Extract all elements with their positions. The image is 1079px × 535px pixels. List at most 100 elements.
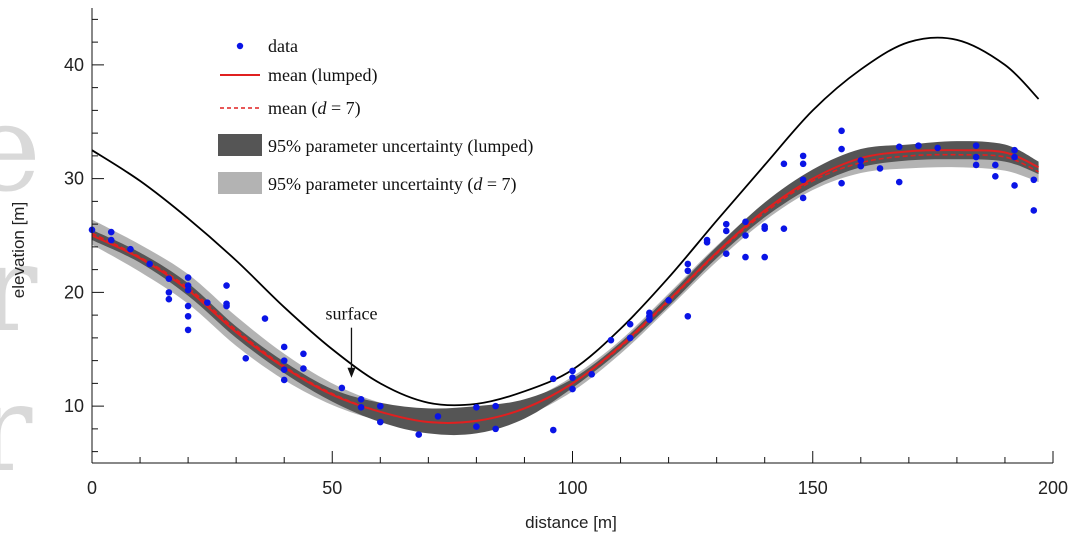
chart-lines [91, 36, 1040, 424]
data-point [127, 245, 134, 253]
data-point [569, 374, 576, 381]
data-point [300, 350, 307, 358]
annotation-label: surface [325, 304, 377, 324]
data-point [280, 376, 288, 384]
legend-label-data: data [268, 36, 298, 56]
data-point [761, 225, 768, 232]
data-point [280, 357, 288, 364]
data-point [838, 179, 845, 187]
data-point [204, 299, 211, 306]
data-point [165, 289, 173, 296]
data-point [992, 161, 999, 169]
watermark-glyph: e [0, 80, 41, 219]
y-tick-label: 10 [64, 396, 84, 416]
mean-lumped-line [91, 149, 1040, 424]
data-point [915, 142, 922, 149]
data-point [146, 260, 153, 268]
data-point [184, 326, 192, 334]
data-point [742, 232, 749, 239]
data-point [184, 312, 192, 320]
legend-patch-band-lumped [218, 134, 262, 156]
data-point [799, 152, 807, 160]
legend-label-band-lumped: 95% parameter uncertainty (lumped) [268, 136, 533, 157]
y-tick-label: 20 [64, 282, 84, 302]
y-tick-label: 40 [64, 55, 84, 75]
data-point [895, 143, 903, 151]
data-point [838, 127, 845, 135]
data-point [972, 142, 980, 149]
watermark-glyph: r [0, 360, 33, 499]
legend-patch-band-d7 [218, 172, 262, 194]
data-point [473, 423, 480, 430]
data-point [780, 160, 788, 168]
data-point [300, 365, 307, 372]
data-point [261, 315, 269, 322]
data-point [1030, 176, 1038, 184]
data-point [972, 153, 980, 161]
data-point [665, 297, 672, 304]
data-point [473, 403, 480, 411]
data-point [165, 295, 173, 303]
legend-label-mean-d7: mean (d = 7) [268, 98, 361, 119]
data-point [722, 227, 730, 235]
data-point [184, 274, 192, 281]
data-point [799, 160, 807, 168]
data-point [242, 355, 250, 362]
data-point [934, 144, 941, 152]
surface-line [91, 36, 1040, 407]
data-point [684, 312, 692, 320]
data-point [107, 228, 115, 236]
x-tick-label: 150 [798, 478, 828, 498]
data-point [588, 370, 596, 378]
x-tick-label: 50 [322, 478, 342, 498]
data-point [742, 253, 749, 261]
data-point [184, 302, 192, 310]
legend-label-mean-lumped: mean (lumped) [268, 65, 377, 86]
data-point [992, 173, 999, 180]
data-point [549, 375, 557, 383]
data-point [492, 425, 499, 433]
data-point [703, 239, 711, 246]
data-point [280, 343, 288, 351]
data-point [223, 282, 230, 289]
background-watermark: e r r [0, 80, 41, 499]
data-point [722, 220, 730, 228]
data-point [165, 275, 173, 283]
data-point [338, 384, 346, 392]
data-point [223, 302, 230, 310]
data-point [626, 320, 634, 328]
data-point [377, 402, 384, 410]
data-point [838, 145, 845, 153]
y-axis-title: elevation [m] [9, 202, 28, 298]
axes: 0 50 100 150 200 10 20 30 40 [64, 8, 1068, 498]
mean-d7-line [91, 153, 1039, 424]
data-point [722, 250, 730, 257]
data-point [569, 385, 576, 393]
data-point [415, 431, 423, 438]
legend: data mean (lumped) mean (d = 7) 95% para… [218, 36, 533, 195]
data-point [646, 316, 653, 323]
data-point [549, 426, 557, 434]
annotation-arrow-head [347, 367, 356, 378]
legend-marker-data [236, 42, 244, 50]
data-point [876, 165, 884, 172]
data-point [184, 282, 192, 289]
data-point [626, 334, 634, 342]
data-point [569, 367, 576, 375]
x-tick-label: 100 [557, 478, 587, 498]
surface-annotation: surface [325, 304, 377, 378]
data-point [857, 157, 865, 164]
data-point [895, 178, 903, 186]
data-point [107, 236, 115, 244]
data-point [799, 194, 807, 202]
data-point [972, 161, 980, 169]
data-point [434, 413, 442, 420]
data-point [492, 402, 499, 410]
data-point [684, 260, 692, 268]
data-point [799, 176, 807, 184]
legend-label-band-d7: 95% parameter uncertainty (d = 7) [268, 174, 517, 195]
data-point [280, 366, 288, 374]
data-point [742, 218, 749, 226]
data-point [761, 253, 768, 261]
